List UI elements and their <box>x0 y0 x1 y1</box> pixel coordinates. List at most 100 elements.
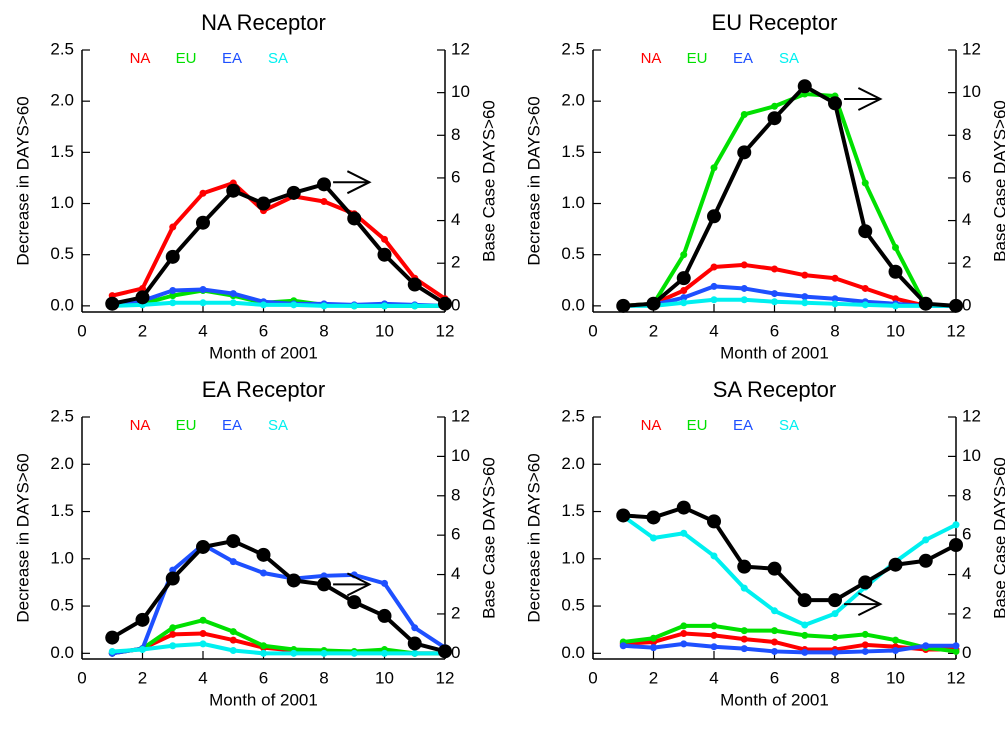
data-point <box>286 573 301 588</box>
data-point <box>169 299 177 307</box>
data-point <box>438 296 452 311</box>
y2-tick-label: 4 <box>962 564 971 583</box>
data-point <box>888 557 903 572</box>
data-point <box>381 302 388 310</box>
y2-axis-label: Base Case DAYS>60 <box>479 457 498 619</box>
y-tick-label: 2.0 <box>561 454 585 473</box>
x-tick-label: 12 <box>947 668 966 687</box>
x-tick-label: 6 <box>770 321 779 340</box>
x-axis-label: Month of 2001 <box>209 690 318 709</box>
data-point <box>797 593 812 608</box>
data-point <box>256 196 271 211</box>
data-point <box>226 183 241 198</box>
data-point <box>680 287 688 295</box>
y2-tick-label: 12 <box>962 39 981 58</box>
data-point <box>797 79 812 94</box>
data-point <box>707 209 721 224</box>
x-tick-label: 4 <box>198 668 207 687</box>
data-point <box>740 584 748 592</box>
data-point <box>411 624 419 632</box>
data-point <box>831 300 839 308</box>
data-point <box>710 263 718 271</box>
series-line <box>111 618 445 656</box>
y2-tick-label: 8 <box>962 125 971 144</box>
x-tick-label: 2 <box>138 321 147 340</box>
y2-tick-label: 4 <box>451 210 460 229</box>
data-point <box>646 296 661 311</box>
data-point <box>381 579 388 587</box>
data-point <box>256 547 271 562</box>
data-point <box>771 607 778 615</box>
data-point <box>347 211 362 226</box>
data-point <box>710 631 718 639</box>
series-line <box>111 182 447 306</box>
y2-tick-label: 2 <box>962 603 971 622</box>
data-point <box>680 251 688 259</box>
legend-entry: EA <box>222 417 242 434</box>
data-point <box>196 539 210 554</box>
data-point <box>165 249 180 264</box>
y-axis-label: Decrease in DAYS>60 <box>13 96 32 265</box>
y-tick-label: 2.5 <box>561 39 585 58</box>
data-point <box>771 647 778 655</box>
y-tick-label: 0.0 <box>561 643 585 662</box>
series-line <box>111 181 447 301</box>
series-line <box>112 300 445 308</box>
data-point <box>650 534 657 542</box>
data-point <box>411 302 419 310</box>
data-point <box>801 631 809 639</box>
y-tick-label: 1.5 <box>50 501 74 520</box>
data-point <box>740 635 748 643</box>
data-point <box>831 274 839 282</box>
y-axis-label: Decrease in DAYS>60 <box>524 96 543 265</box>
data-point <box>169 292 177 300</box>
y-tick-label: 1.0 <box>561 548 585 567</box>
x-tick-label: 2 <box>138 668 147 687</box>
data-point <box>169 287 177 295</box>
legend-entry: SA <box>268 50 288 67</box>
data-point <box>680 622 688 630</box>
data-point <box>676 271 691 286</box>
data-point <box>861 630 869 638</box>
panel: EU Receptor 0 2 4 6 8 10 12 0.0 0.5 1.0 1.5 2.0 2.5 0 2… <box>524 10 1005 363</box>
legend-entry: SA <box>779 417 799 434</box>
x-tick-label: 6 <box>259 668 268 687</box>
data-point <box>740 110 748 118</box>
data-point <box>949 538 963 553</box>
data-point <box>861 641 869 649</box>
legend-entry: NA <box>641 50 662 67</box>
y2-tick-label: 4 <box>962 210 971 229</box>
legend-entry: NA <box>130 417 151 434</box>
data-point <box>680 629 688 637</box>
data-point <box>858 224 873 239</box>
data-point <box>861 179 869 187</box>
data-point <box>196 215 210 230</box>
data-point <box>710 552 718 560</box>
y2-tick-label: 12 <box>451 39 470 58</box>
data-point <box>771 298 778 306</box>
data-point <box>199 640 207 648</box>
data-point <box>260 649 267 657</box>
panel-title: EU Receptor <box>712 10 838 35</box>
data-point <box>290 649 298 657</box>
data-point <box>135 290 150 305</box>
legend-entry: SA <box>268 417 288 434</box>
legend-entry: EA <box>733 50 753 67</box>
y-tick-label: 1.0 <box>561 193 585 212</box>
data-point <box>740 296 748 304</box>
data-point <box>377 247 392 262</box>
y-tick-label: 0.5 <box>561 596 585 615</box>
legend-entry: EU <box>176 50 197 67</box>
x-tick-label: 10 <box>886 668 905 687</box>
y2-tick-label: 2 <box>962 253 971 272</box>
x-tick-label: 2 <box>649 321 658 340</box>
data-point <box>377 608 392 623</box>
data-point <box>801 621 809 629</box>
arrow-head <box>346 170 372 195</box>
data-point <box>169 624 177 632</box>
data-point <box>861 284 869 292</box>
data-point <box>710 282 718 290</box>
data-point <box>290 301 298 309</box>
y-axis-label: Decrease in DAYS>60 <box>524 453 543 622</box>
data-point <box>801 271 809 279</box>
